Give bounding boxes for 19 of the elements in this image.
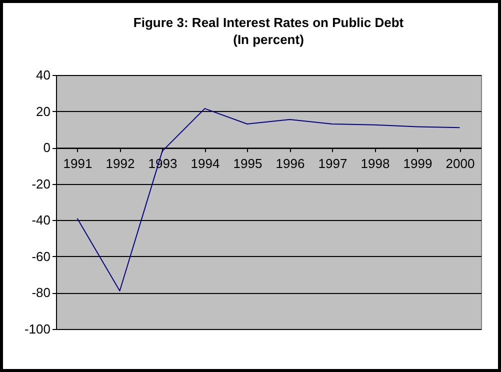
y-tick-label: -100: [24, 322, 50, 336]
x-tick-label: 2000: [446, 156, 475, 172]
y-tick-label: 20: [36, 104, 50, 119]
x-tick-label: 1994: [190, 156, 220, 172]
x-tick-label: 1999: [403, 156, 432, 172]
x-tick-label: 1996: [276, 156, 305, 172]
y-tick-label: -40: [32, 212, 50, 228]
x-tick-label: 1991: [63, 156, 92, 172]
y-tick-label: -20: [32, 176, 50, 192]
x-tick-label: 1997: [318, 156, 348, 172]
x-tick-label: 1998: [360, 156, 390, 172]
y-tick-label: 40: [36, 68, 50, 82]
x-tick-label: 1992: [106, 156, 135, 172]
chart-title: Figure 3: Real Interest Rates on Public Debt: [133, 15, 404, 30]
y-tick-label: -60: [32, 248, 50, 264]
x-tick-label: 1995: [233, 156, 262, 172]
y-tick-label: -80: [32, 285, 50, 300]
chart-subtitle: (In percent): [233, 32, 304, 47]
y-tick-label: 0: [43, 140, 50, 156]
